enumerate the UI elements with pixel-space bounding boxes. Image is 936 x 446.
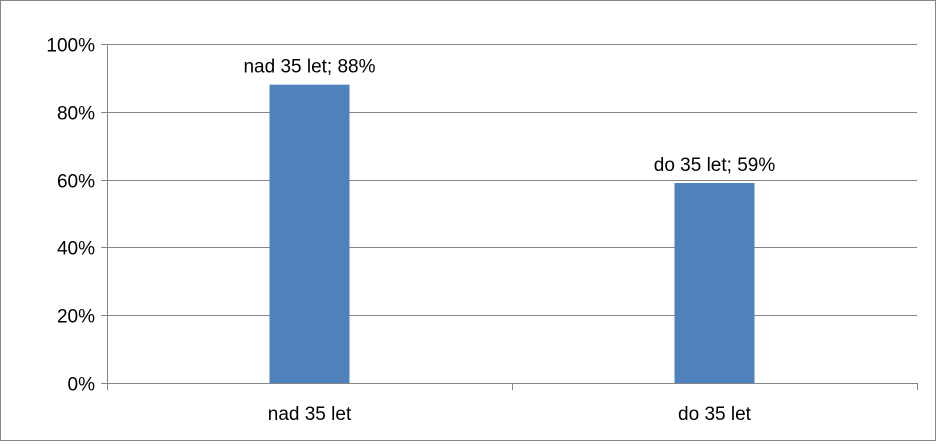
x-tick-label: nad 35 let [268, 404, 352, 425]
labels: 0% 20% 40% 60% 80% 100% nad 35 let; 88% nad 35 … [46, 36, 775, 426]
y-tick-label: 60% [57, 172, 95, 193]
bar [269, 84, 350, 384]
x-tick-label: do 35 let [678, 404, 752, 425]
y-tick-label: 0% [68, 375, 96, 396]
bars [269, 84, 755, 384]
y-tick-label: 80% [57, 104, 95, 125]
bar [674, 182, 755, 383]
gridlines [107, 44, 917, 316]
y-tick-label: 40% [57, 239, 95, 260]
data-label: do 35 let; 59% [654, 155, 776, 176]
y-tick-label: 100% [46, 36, 95, 57]
axes [101, 44, 918, 390]
data-label: nad 35 let; 88% [243, 57, 375, 78]
y-tick-label: 20% [57, 307, 95, 328]
